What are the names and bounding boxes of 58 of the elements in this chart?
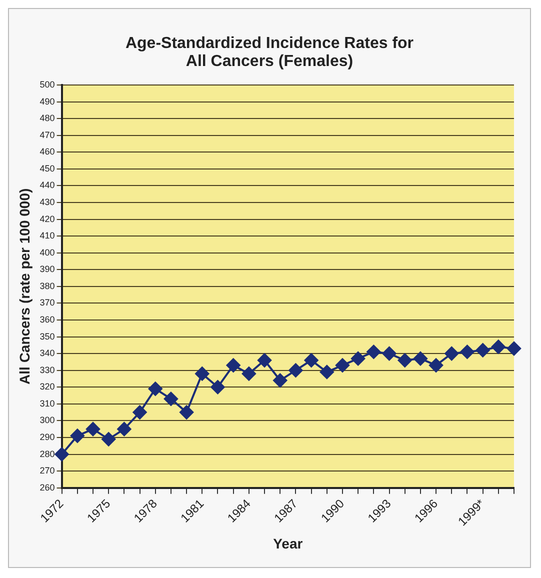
- chart-title: Age-Standardized Incidence Rates for All Cancers (Females): [124, 35, 415, 71]
- y-tick-label: 330: [40, 364, 55, 375]
- point: [132, 405, 147, 420]
- y-tick-label: 450: [40, 163, 55, 174]
- point: [429, 358, 444, 372]
- y-axis-title: All Cancers (rate per 100 000): [16, 188, 32, 384]
- y-tick-label: 400: [40, 247, 55, 258]
- y-tick-label: 460: [40, 146, 55, 157]
- x-axis-title: Year: [273, 535, 304, 552]
- point: [164, 392, 178, 406]
- point: [491, 340, 506, 354]
- y-tick-label: 290: [40, 432, 55, 442]
- point: [226, 358, 240, 372]
- point: [335, 358, 350, 372]
- point: [413, 352, 428, 366]
- point: [351, 352, 366, 366]
- point: [273, 373, 288, 388]
- point: [86, 422, 100, 436]
- y-tick-label: 470: [40, 130, 55, 140]
- point: [382, 346, 396, 361]
- point: [444, 346, 459, 361]
- point: [288, 363, 303, 378]
- y-tick-label: 440: [40, 180, 55, 190]
- point: [148, 382, 162, 396]
- y-tick-label: 350: [40, 331, 55, 342]
- y-tick-label: 340: [40, 348, 55, 358]
- y-tick-label: 370: [40, 298, 55, 308]
- point: [366, 344, 381, 359]
- point: [242, 366, 256, 381]
- point: [507, 342, 521, 356]
- y-tick-label: 270: [40, 466, 55, 476]
- point: [476, 343, 490, 358]
- y-tick-label: 390: [40, 264, 55, 274]
- point: [54, 447, 69, 462]
- y-tick-label: 280: [40, 448, 55, 459]
- point: [102, 432, 116, 446]
- point: [180, 405, 194, 420]
- y-tick-label: 500: [40, 79, 55, 90]
- y-tick-label: 410: [40, 230, 55, 241]
- point: [258, 353, 272, 368]
- y-tick-label: 260: [40, 482, 55, 492]
- point: [70, 428, 84, 443]
- point: [210, 380, 225, 394]
- point: [304, 353, 318, 368]
- y-tick-label: 320: [40, 382, 55, 392]
- point: [117, 422, 132, 436]
- y-tick-label: 380: [40, 280, 55, 291]
- y-tick-label: 480: [40, 113, 55, 124]
- y-tick-label: 310: [40, 398, 55, 408]
- point: [195, 366, 210, 381]
- y-tick-label: 360: [40, 314, 55, 324]
- y-tick-label: 300: [40, 415, 55, 426]
- y-tick-label: 420: [40, 214, 55, 224]
- point: [460, 344, 474, 359]
- point: [320, 365, 334, 380]
- point: [398, 353, 412, 368]
- y-tick-label: 430: [40, 196, 55, 207]
- y-tick-label: 490: [40, 96, 55, 106]
